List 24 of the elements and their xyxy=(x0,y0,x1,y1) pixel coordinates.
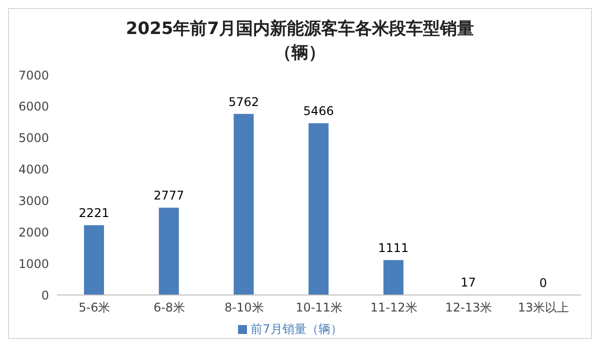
legend-label: 前7月销量（辆） xyxy=(250,322,342,336)
x-tick-label: 12-13米 xyxy=(445,300,492,315)
y-tick-label: 7000 xyxy=(18,68,49,82)
x-tick-label: 13米以上 xyxy=(518,300,570,315)
x-tick-label: 5-6米 xyxy=(78,300,110,315)
data-label: 5466 xyxy=(303,104,334,118)
data-label: 5762 xyxy=(228,94,259,109)
y-tick-label: 1000 xyxy=(18,256,49,271)
x-tick-label: 6-8米 xyxy=(153,300,186,315)
x-tick-label: 11-12米 xyxy=(370,300,418,315)
x-tick-label: 8-10米 xyxy=(224,300,264,315)
data-label: 2777 xyxy=(154,188,184,203)
y-tick-label: 2000 xyxy=(18,225,49,240)
y-tick-label: 6000 xyxy=(18,100,49,114)
x-tick-label: 10-11米 xyxy=(296,300,342,315)
data-label: 17 xyxy=(460,275,476,290)
y-tick-label: 3000 xyxy=(18,194,49,208)
data-label: 2221 xyxy=(78,206,110,220)
data-label: 0 xyxy=(539,276,547,290)
data-label: 1111 xyxy=(378,241,409,256)
y-tick-label: 4000 xyxy=(18,162,49,177)
y-tick-label: 0 xyxy=(41,288,49,302)
y-tick-label: 5000 xyxy=(18,131,49,146)
chart-title: 2025年前7月国内新能源客车各米段车型销量（辆） xyxy=(124,18,476,65)
